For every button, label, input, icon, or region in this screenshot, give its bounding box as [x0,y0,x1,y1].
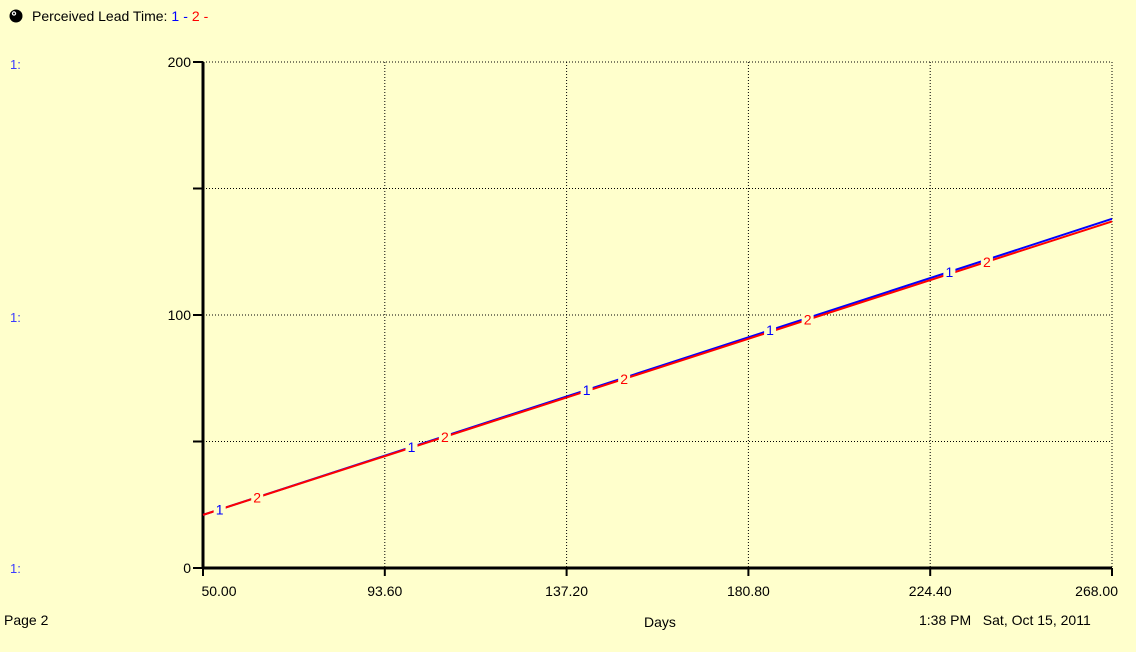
series-2-marker: 2 [253,489,261,505]
chart-title: Perceived Lead Time: [32,8,168,24]
timestamp: 1:38 PM Sat, Oct 15, 2011 [919,612,1091,628]
series-1-marker-bg [580,380,593,397]
series-1-marker: 1 [766,322,774,338]
series-1-marker-bg [405,437,418,454]
series-1-marker-bg [764,321,777,338]
x-tick-label: 180.80 [727,583,770,599]
series-2-marker-bg [801,310,814,327]
series-1-marker-bg [943,262,956,279]
series-2-marker-bg [618,369,631,386]
x-tick-label: 93.60 [367,583,402,599]
series-1-marker: 1 [583,382,591,398]
y-tick-label: 0 [183,560,191,576]
series-2-marker-bg [438,427,451,444]
series-1-marker: 1 [216,501,224,517]
scale-label-middle: 1: [10,310,21,325]
y-tick-label: 200 [168,54,192,70]
series-1-marker: 1 [408,439,416,455]
series-2-line [202,220,1113,516]
x-tick-label: 137.20 [545,583,588,599]
scale-label-top: 1: [10,57,21,72]
pin-icon[interactable] [8,8,24,24]
series-2-marker: 2 [441,429,449,445]
scale-label-bottom: 1: [10,561,21,576]
legend-series-1: 1 [171,8,180,24]
x-axis-label: Days [644,614,676,630]
page-label: Page 2 [4,612,49,628]
series-2-marker-bg [251,488,264,505]
x-tick-label: 268.00 [1075,583,1118,599]
series-1-marker: 1 [945,264,953,280]
series-2-marker: 2 [804,312,812,328]
series-2-marker-bg [980,252,993,269]
legend-separator-1: - [183,8,188,24]
series-2-marker: 2 [620,371,628,387]
x-tick-label: 50.00 [201,583,236,599]
legend-series-2: 2 [191,8,200,24]
series-2-marker: 2 [983,254,991,270]
y-tick-label: 100 [168,307,192,323]
chart-title-row: Perceived Lead Time: 1 - 2 - [8,4,212,28]
legend-separator-2: - [203,8,209,24]
x-tick-label: 224.40 [909,583,952,599]
series-1-marker-bg [213,500,226,517]
